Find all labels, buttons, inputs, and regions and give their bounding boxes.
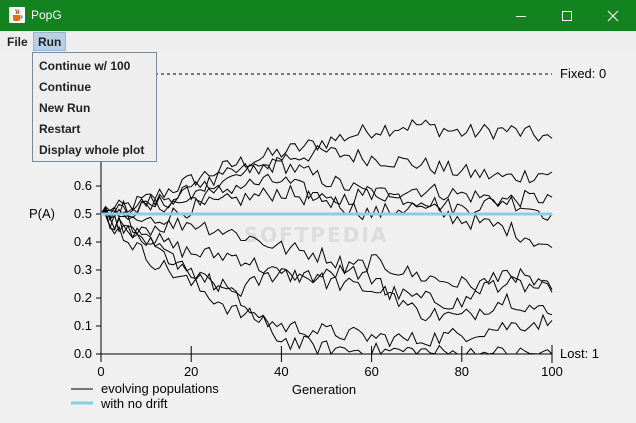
legend-label-no-drift: with no drift [100, 396, 168, 411]
y-tick-label: 0.1 [74, 318, 92, 333]
maximize-button[interactable] [544, 0, 590, 31]
maximize-icon [562, 10, 572, 21]
close-icon [607, 10, 619, 21]
x-tick-label: 80 [455, 364, 469, 379]
population-line-population-4 [100, 184, 553, 225]
population-line-population-5 [100, 173, 553, 249]
fixed-label: Fixed: 0 [560, 66, 606, 81]
java-cup-icon [9, 7, 25, 23]
menu-bar: File Run [0, 31, 636, 53]
x-tick-label: 60 [364, 364, 378, 379]
run-menu-dropdown: Continue w/ 100 Continue New Run Restart… [32, 52, 157, 162]
menu-item-new-run[interactable]: New Run [39, 101, 91, 115]
title-bar: PopG [0, 0, 636, 31]
x-tick-label: 20 [184, 364, 198, 379]
y-tick-label: 0.4 [74, 234, 92, 249]
minimize-icon [516, 15, 526, 17]
y-axis-label: P(A) [29, 206, 55, 221]
y-tick-label: 0.2 [74, 290, 92, 305]
y-tick-label: 0.3 [74, 262, 92, 277]
plot-canvas: SOFTPEDIA 0.0 0.1 0.2 0.3 0.4 0.5 0.6 0 20 40 60 8… [29, 66, 606, 411]
menu-file[interactable]: File [7, 35, 28, 49]
menu-item-continue[interactable]: Continue [39, 80, 91, 94]
legend-label-evolving: evolving populations [101, 381, 219, 396]
y-tick-label: 0.6 [74, 178, 92, 193]
population-line-population-1 [100, 119, 553, 216]
y-tick-label: 0.5 [74, 206, 92, 221]
x-tick-label: 100 [541, 364, 563, 379]
population-line-population-10 [100, 210, 553, 356]
lost-label: Lost: 1 [560, 346, 599, 361]
population-line-population-8 [100, 210, 553, 322]
menu-item-restart[interactable]: Restart [39, 122, 81, 136]
population-line-population-6 [100, 210, 553, 294]
window-title: PopG [31, 8, 62, 22]
population-line-population-9 [100, 213, 553, 348]
menu-run[interactable]: Run [33, 32, 67, 51]
population-line-population-3 [100, 156, 553, 215]
population-line-population-2 [100, 144, 553, 218]
watermark: SOFTPEDIA [244, 223, 389, 247]
x-tick-label: 0 [97, 364, 104, 379]
y-tick-label: 0.0 [74, 346, 92, 361]
menu-item-display-whole-plot[interactable]: Display whole plot [39, 143, 145, 157]
x-tick-label: 40 [274, 364, 288, 379]
minimize-button[interactable] [498, 0, 544, 31]
x-axis-label: Generation [292, 382, 356, 397]
close-button[interactable] [590, 0, 636, 31]
menu-item-continue-100[interactable]: Continue w/ 100 [39, 59, 131, 73]
